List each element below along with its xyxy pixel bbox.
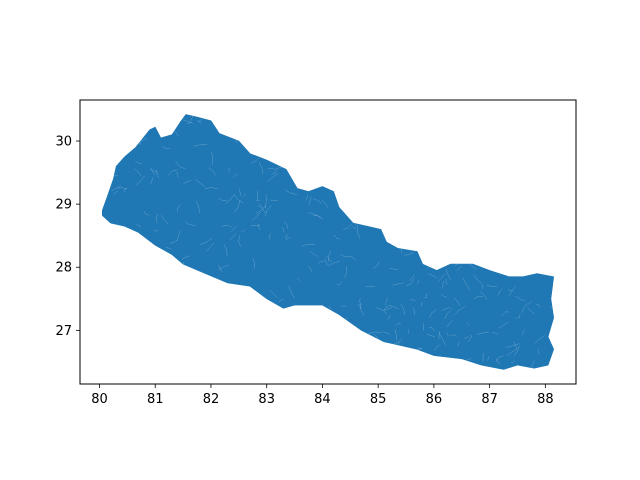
y-tick-label: 28 [55,261,72,276]
nepal-region [102,114,555,370]
x-tick-label: 85 [370,392,387,407]
y-tick-label: 29 [55,198,72,213]
x-axis-ticks: 80 81 82 83 84 85 86 87 88 [91,384,554,407]
x-tick-label: 80 [91,392,108,407]
y-axis-ticks: 27 28 29 30 [55,135,80,339]
nepal-region-layer [102,114,555,370]
x-tick-label: 86 [426,392,443,407]
y-tick-label: 27 [55,324,72,339]
x-tick-label: 84 [314,392,331,407]
x-tick-label: 83 [258,392,275,407]
y-tick-label: 30 [55,135,72,150]
x-tick-label: 88 [537,392,554,407]
x-tick-label: 82 [203,392,220,407]
x-tick-label: 87 [481,392,498,407]
axes-frame [79,99,577,385]
x-tick-label: 81 [147,392,164,407]
